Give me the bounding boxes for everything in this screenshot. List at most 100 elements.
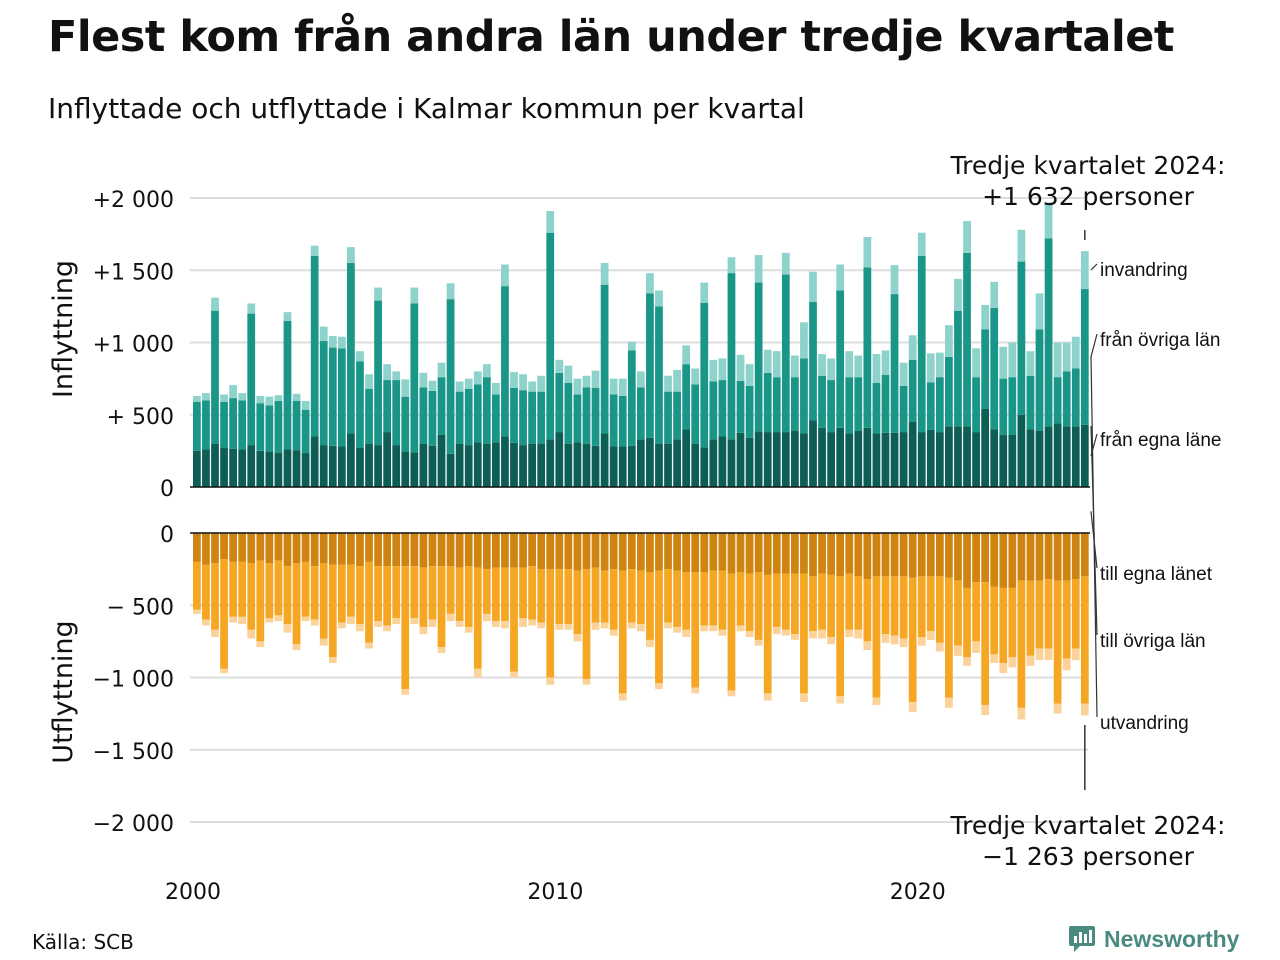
- bar-inflyttning-från-övriga-län: [310, 255, 319, 437]
- bar-inflyttning-från-egna-länet: [700, 447, 709, 487]
- bar-inflyttning-invandring: [691, 368, 700, 385]
- bar-inflyttning-från-egna-länet: [709, 439, 718, 487]
- bar-utflyttning-till-övriga-län: [519, 567, 527, 619]
- bar-utflyttning-till-övriga-län: [1053, 580, 1062, 704]
- bar-utflyttning-utvandring: [220, 668, 228, 674]
- bar-inflyttning-invandring: [963, 221, 971, 253]
- bar-utflyttning-till-egna-länet: [455, 533, 464, 568]
- bar-utflyttning-utvandring: [709, 625, 718, 632]
- bar-inflyttning-från-övriga-län: [337, 348, 346, 447]
- bar-utflyttning-till-övriga-län: [908, 577, 917, 703]
- brand-name: Newsworthy: [1104, 925, 1240, 952]
- bar-inflyttning-invandring: [917, 232, 926, 256]
- bar-inflyttning-från-övriga-län: [274, 401, 283, 454]
- bar-utflyttning-till-egna-länet: [1080, 533, 1089, 577]
- bar-utflyttning-till-övriga-län: [365, 561, 373, 643]
- bar-inflyttning-från-övriga-län: [963, 252, 971, 427]
- bar-utflyttning-till-övriga-län: [917, 576, 926, 638]
- bar-inflyttning-från-egna-länet: [211, 443, 219, 487]
- bar-utflyttning-till-övriga-län: [926, 576, 935, 632]
- bar-utflyttning-utvandring: [555, 624, 564, 630]
- bar-utflyttning-till-egna-länet: [700, 533, 709, 573]
- y-tick-label: +2 000: [93, 188, 174, 213]
- bar-utflyttning-utvandring: [945, 697, 953, 708]
- bar-utflyttning-utvandring: [772, 626, 781, 635]
- x-tick-label: 2010: [527, 880, 583, 905]
- bar-utflyttning-till-övriga-län: [591, 567, 600, 623]
- bar-inflyttning-från-övriga-län: [582, 387, 591, 444]
- bar-utflyttning-till-egna-länet: [337, 533, 346, 565]
- bar-inflyttning-från-övriga-län: [464, 388, 473, 446]
- bar-utflyttning-till-egna-länet: [383, 533, 392, 567]
- bar-utflyttning-till-övriga-län: [564, 569, 573, 625]
- bar-utflyttning-utvandring: [247, 629, 256, 639]
- bar-utflyttning-till-egna-länet: [301, 533, 310, 562]
- bar-inflyttning-invandring: [673, 369, 681, 392]
- bar-utflyttning-till-egna-länet: [220, 533, 228, 560]
- bar-inflyttning-invandring: [573, 378, 582, 395]
- bar-inflyttning-från-egna-länet: [528, 443, 536, 487]
- bar-inflyttning-invandring: [1008, 342, 1017, 378]
- bar-inflyttning-från-egna-länet: [501, 436, 509, 487]
- bar-inflyttning-från-övriga-län: [691, 384, 700, 444]
- bar-inflyttning-från-egna-länet: [627, 445, 636, 487]
- y-tick-label: −1 000: [93, 668, 174, 693]
- bar-utflyttning-till-övriga-län: [202, 564, 210, 620]
- bar-inflyttning-från-övriga-län: [482, 377, 491, 444]
- bar-inflyttning-från-övriga-län: [836, 290, 845, 428]
- bar-utflyttning-utvandring: [528, 619, 536, 626]
- bar-inflyttning-invandring: [401, 379, 410, 397]
- bar-inflyttning-invandring: [437, 362, 446, 378]
- bar-utflyttning-utvandring: [582, 678, 591, 685]
- bar-utflyttning-utvandring: [664, 622, 672, 629]
- bar-inflyttning-invandring: [356, 351, 364, 362]
- bar-utflyttning-till-egna-länet: [446, 533, 455, 567]
- axes: 0 + 500 +1 000 +1 500 +2 000 0 − 500 −1 000 −1 5…: [48, 188, 1090, 905]
- bar-utflyttning-utvandring: [328, 657, 337, 664]
- bar-inflyttning-från-egna-länet: [582, 443, 591, 487]
- bar-inflyttning-invandring: [636, 371, 645, 388]
- bar-utflyttning-till-övriga-län: [1008, 587, 1017, 658]
- bar-utflyttning-utvandring: [537, 622, 546, 629]
- bar-inflyttning-invandring: [809, 271, 817, 303]
- bar-utflyttning-utvandring: [428, 619, 437, 627]
- bar-utflyttning-utvandring: [292, 644, 301, 651]
- bar-inflyttning-invandring: [464, 378, 473, 389]
- bar-inflyttning-från-egna-länet: [247, 445, 256, 487]
- bar-utflyttning-utvandring: [763, 693, 772, 701]
- bar-utflyttning-till-övriga-län: [636, 570, 645, 625]
- bar-inflyttning-från-övriga-län: [1017, 261, 1026, 415]
- bar-inflyttning-invandring: [247, 303, 256, 314]
- bar-utflyttning-till-egna-länet: [247, 533, 256, 564]
- bar-inflyttning-från-övriga-län: [954, 310, 962, 427]
- bar-inflyttning-invandring: [854, 355, 863, 378]
- bar-inflyttning-från-övriga-län: [555, 372, 564, 433]
- bar-utflyttning-till-övriga-län: [356, 566, 364, 625]
- bar-inflyttning-från-övriga-län: [591, 388, 600, 446]
- bar-utflyttning-till-egna-länet: [981, 533, 990, 583]
- brand-logo[interactable]: Newsworthy: [1068, 924, 1239, 954]
- bar-inflyttning-invandring: [564, 365, 573, 383]
- bar-utflyttning-till-övriga-län: [945, 577, 953, 698]
- bar-inflyttning-invandring: [528, 381, 536, 392]
- bar-utflyttning-utvandring: [374, 621, 382, 627]
- bar-utflyttning-till-övriga-län: [428, 566, 437, 620]
- bar-inflyttning-från-egna-länet: [473, 442, 482, 487]
- series-label: från övriga län: [1100, 330, 1220, 351]
- bar-inflyttning-från-övriga-län: [1080, 289, 1089, 425]
- bar-utflyttning-utvandring: [917, 637, 926, 646]
- bar-utflyttning-utvandring: [963, 657, 971, 666]
- bar-utflyttning-till-övriga-län: [709, 570, 718, 626]
- bar-inflyttning-från-övriga-län: [1053, 377, 1062, 424]
- bar-inflyttning-från-övriga-län: [446, 299, 455, 454]
- bar-inflyttning-invandring: [818, 354, 826, 376]
- bar-inflyttning-invandring: [845, 351, 854, 378]
- bar-inflyttning-från-egna-länet: [691, 443, 700, 487]
- bar-utflyttning-till-övriga-län: [573, 570, 582, 635]
- bar-inflyttning-från-övriga-län: [501, 286, 509, 437]
- bar-inflyttning-från-övriga-län: [736, 380, 745, 433]
- bar-inflyttning-från-egna-länet: [455, 443, 464, 487]
- bar-inflyttning-från-egna-länet: [256, 450, 265, 488]
- bar-inflyttning-från-egna-länet: [510, 442, 518, 487]
- bar-inflyttning-från-övriga-län: [627, 350, 636, 446]
